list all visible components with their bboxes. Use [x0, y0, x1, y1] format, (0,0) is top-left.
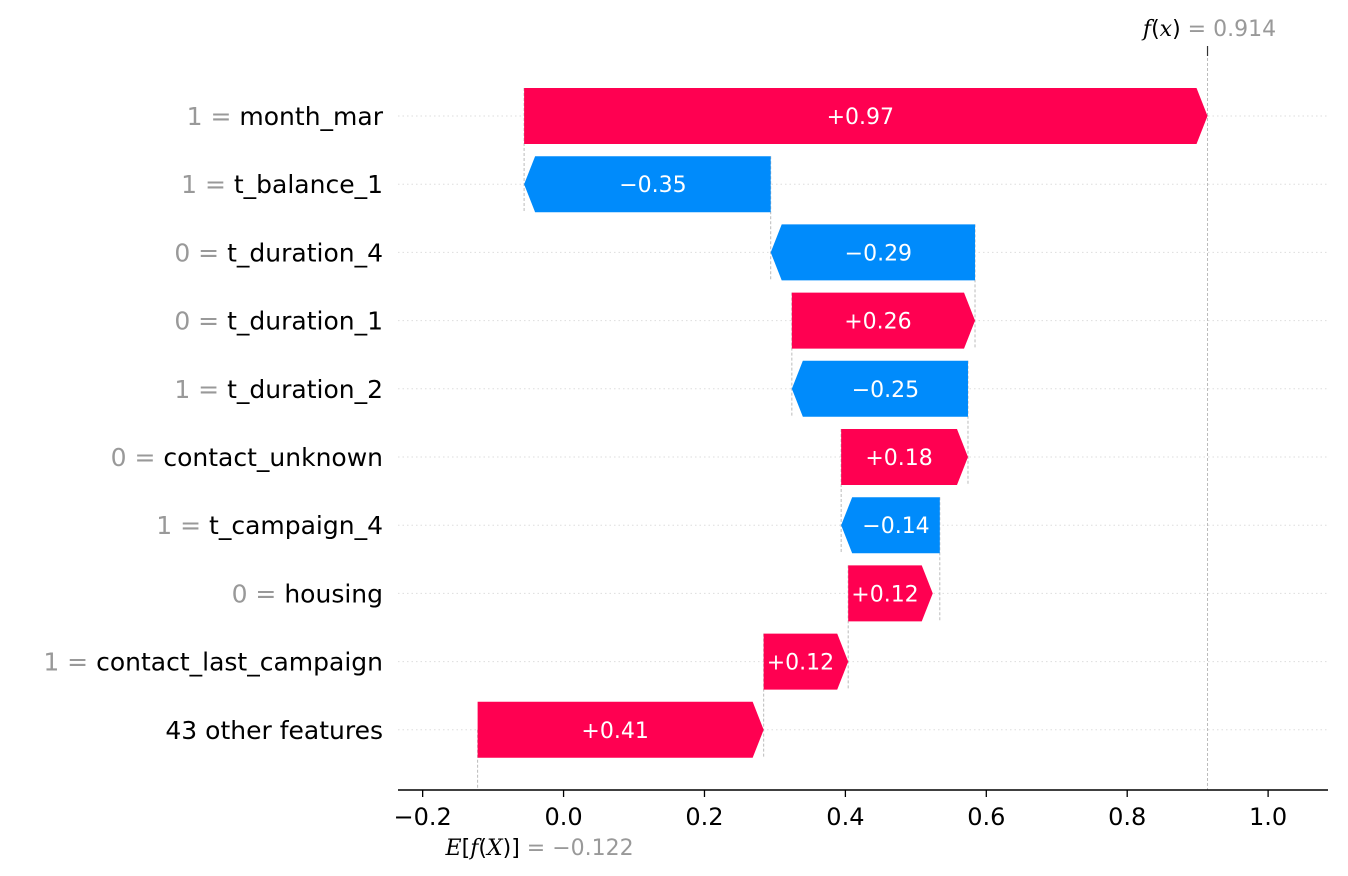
equals-sign: =: [190, 307, 227, 336]
x-tick-label-4: 0.6: [967, 803, 1005, 831]
bar-9: [477, 701, 764, 758]
feature-label-8: 1 = contact_last_campaign: [43, 648, 383, 677]
efx-paren-open: (: [478, 836, 487, 861]
feature-name: t_duration_1: [227, 307, 383, 336]
bar-6: [841, 497, 940, 554]
feature-value: 1: [187, 102, 203, 131]
feature-label-5: 0 = contact_unknown: [111, 443, 383, 472]
feature-label-6: 1 = t_campaign_4: [156, 511, 383, 540]
feature-name: housing: [284, 579, 383, 608]
bar-value-label-7: +0.12: [851, 582, 918, 607]
feature-name: t_duration_2: [227, 375, 383, 404]
equals-sign: =: [197, 170, 234, 199]
fx-value: 0.914: [1213, 17, 1276, 42]
efx-arg: X: [485, 836, 504, 861]
feature-value: 1: [181, 170, 197, 199]
feature-value: 0: [174, 307, 190, 336]
feature-name: 43 other features: [165, 716, 383, 745]
efx-bracket-close: ]: [511, 836, 520, 861]
bar-value-label-8: +0.12: [767, 651, 834, 676]
feature-name: contact_last_campaign: [96, 648, 383, 677]
equals-sign: =: [190, 238, 227, 267]
efx-paren-close: ): [503, 836, 512, 861]
feature-value: 1: [43, 648, 59, 677]
feature-label-2: 0 = t_duration_4: [174, 238, 383, 267]
x-tick-label-1: 0.0: [544, 803, 582, 831]
bar-value-label-4: −0.25: [852, 378, 919, 403]
feature-name: t_balance_1: [234, 170, 383, 199]
equals-sign: =: [59, 648, 96, 677]
efx-label: E[f(X)] = −0.122: [445, 836, 634, 861]
x-tick-label-0: −0.2: [394, 803, 452, 831]
x-tick-label-3: 0.4: [826, 803, 864, 831]
bar-value-label-2: −0.29: [845, 241, 912, 266]
bar-3: [791, 292, 976, 349]
bar-7: [848, 565, 933, 622]
equals-sign: =: [127, 443, 164, 472]
fx-equals: =: [1181, 17, 1213, 42]
efx-equals: =: [520, 836, 552, 861]
feature-name: t_duration_4: [227, 238, 383, 267]
fx-paren-close: ): [1172, 17, 1181, 42]
feature-name: contact_unknown: [163, 443, 383, 472]
feature-label-4: 1 = t_duration_2: [174, 375, 383, 404]
feature-value: 1: [156, 511, 172, 540]
bar-1: [524, 156, 771, 213]
efx-value: −0.122: [552, 836, 633, 861]
equals-sign: =: [247, 579, 284, 608]
bar-0: [524, 88, 1208, 144]
feature-value: 0: [174, 238, 190, 267]
bar-4: [791, 360, 968, 417]
feature-label-3: 0 = t_duration_1: [174, 307, 383, 336]
feature-value: 1: [174, 375, 190, 404]
bar-value-label-9: +0.41: [581, 719, 648, 744]
feature-label-0: 1 = month_mar: [187, 102, 384, 131]
fx-paren-open: (: [1151, 17, 1160, 42]
bar-value-label-6: −0.14: [862, 514, 929, 539]
feature-value: 0: [111, 443, 127, 472]
x-tick-label-6: 1.0: [1249, 803, 1287, 831]
bar-value-label-1: −0.35: [619, 173, 686, 198]
feature-label-7: 0 = housing: [232, 579, 383, 608]
bar-value-label-3: +0.26: [844, 310, 911, 335]
fx-label: f(x) = 0.914: [1141, 17, 1276, 42]
bar-value-label-5: +0.18: [865, 446, 932, 471]
feature-value: 0: [232, 579, 248, 608]
equals-sign: =: [203, 102, 240, 131]
bar-5: [841, 429, 968, 485]
equals-sign: =: [190, 375, 227, 404]
feature-label-1: 1 = t_balance_1: [181, 170, 383, 199]
efx-e: E: [445, 836, 462, 861]
feature-label-9: 43 other features: [165, 716, 383, 745]
feature-name: t_campaign_4: [209, 511, 383, 540]
bar-8: [763, 633, 849, 690]
x-tick-label-2: 0.2: [685, 803, 723, 831]
efx-bracket-open: [: [462, 836, 471, 861]
bar-2: [770, 224, 976, 281]
equals-sign: =: [172, 511, 209, 540]
feature-name: month_mar: [239, 102, 383, 131]
bar-value-label-0: +0.97: [827, 105, 894, 130]
x-tick-label-5: 0.8: [1108, 803, 1146, 831]
fx-arg: x: [1160, 17, 1173, 42]
